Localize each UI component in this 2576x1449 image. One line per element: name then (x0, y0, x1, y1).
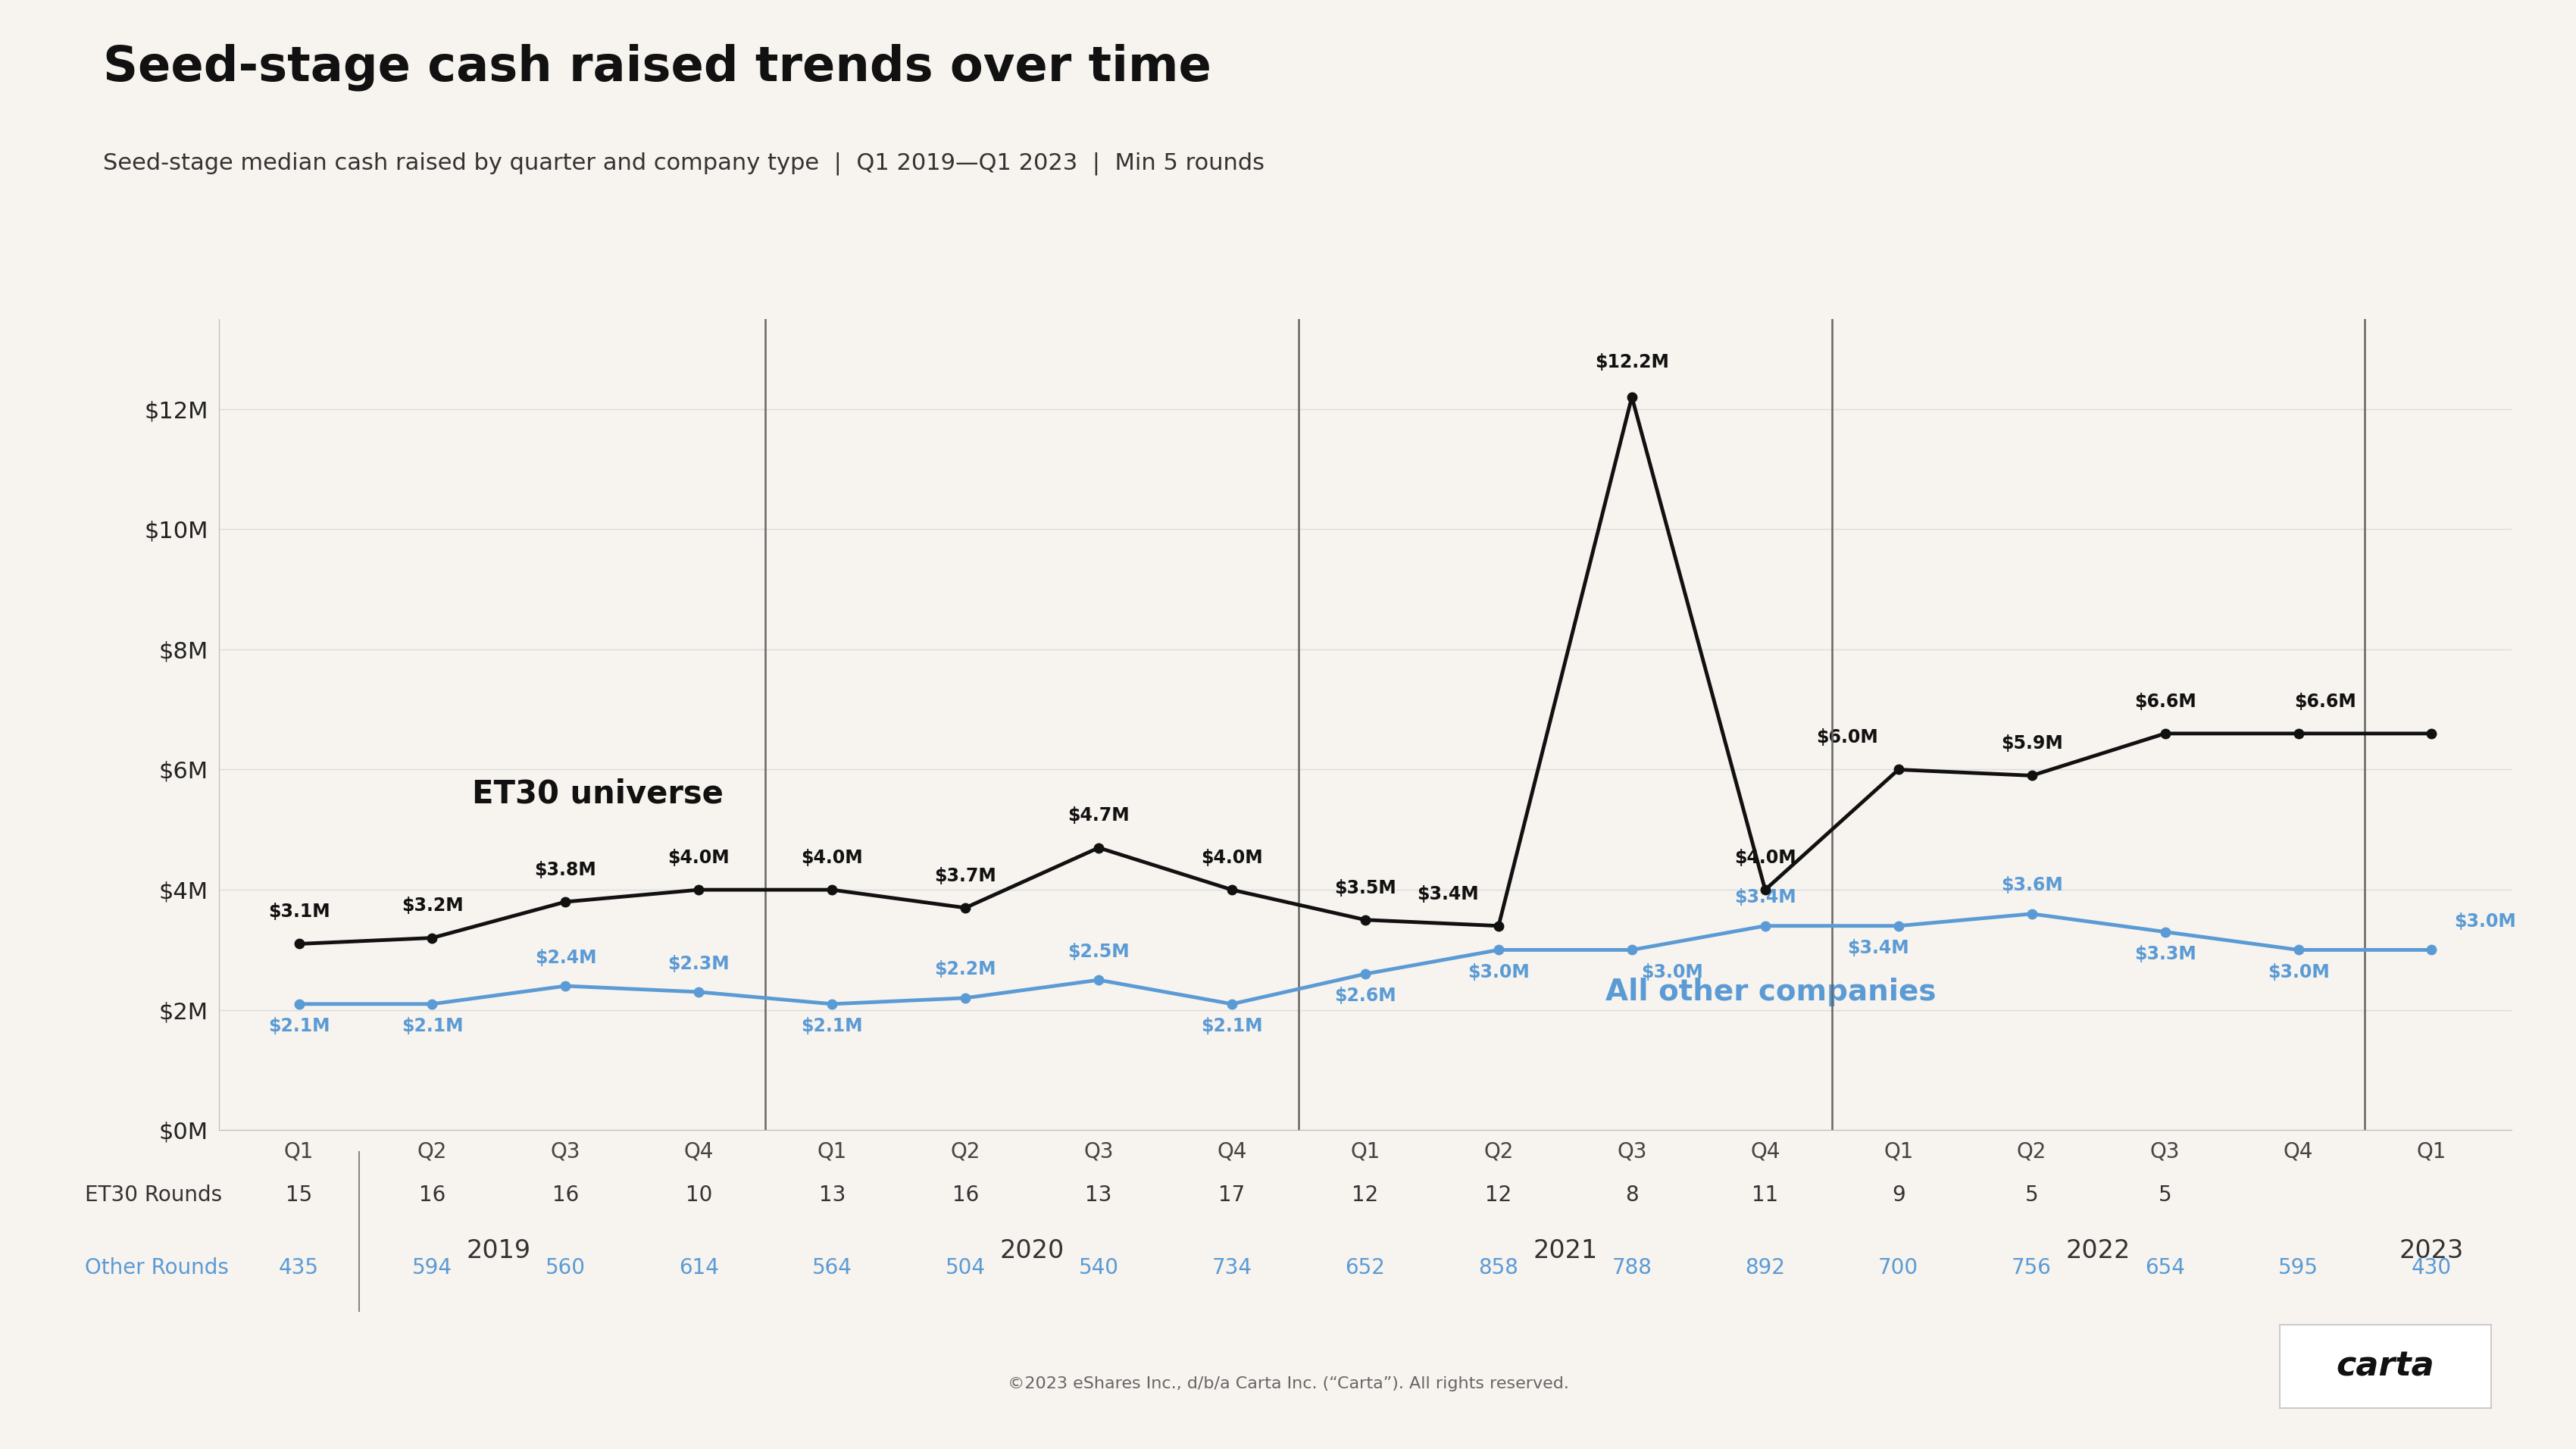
Text: $3.5M: $3.5M (1334, 878, 1396, 897)
Text: 16: 16 (953, 1185, 979, 1206)
Text: 2023: 2023 (2398, 1239, 2463, 1264)
Text: 12: 12 (1486, 1185, 1512, 1206)
Text: 17: 17 (1218, 1185, 1244, 1206)
Text: $4.0M: $4.0M (1734, 849, 1795, 867)
Text: $4.0M: $4.0M (667, 849, 729, 867)
Text: Other Rounds: Other Rounds (85, 1258, 229, 1278)
Text: 10: 10 (685, 1185, 711, 1206)
Text: 430: 430 (2411, 1258, 2452, 1278)
Text: $2.4M: $2.4M (536, 949, 598, 966)
Text: $3.7M: $3.7M (935, 867, 997, 885)
Text: $3.3M: $3.3M (2133, 945, 2195, 964)
Text: $2.6M: $2.6M (1334, 987, 1396, 1006)
Text: 734: 734 (1211, 1258, 1252, 1278)
Text: $2.1M: $2.1M (1200, 1017, 1262, 1035)
Text: $3.0M: $3.0M (2455, 913, 2517, 930)
Text: $2.2M: $2.2M (935, 961, 997, 978)
Text: $2.1M: $2.1M (268, 1017, 330, 1035)
Text: $3.4M: $3.4M (1734, 888, 1795, 907)
Text: 2022: 2022 (2066, 1239, 2130, 1264)
Text: 594: 594 (412, 1258, 453, 1278)
Text: $4.7M: $4.7M (1069, 807, 1131, 824)
Text: $2.1M: $2.1M (402, 1017, 464, 1035)
Text: 540: 540 (1079, 1258, 1118, 1278)
Text: 858: 858 (1479, 1258, 1520, 1278)
Text: 9: 9 (1891, 1185, 1906, 1206)
Text: 16: 16 (420, 1185, 446, 1206)
Text: 652: 652 (1345, 1258, 1386, 1278)
Text: $3.6M: $3.6M (2002, 877, 2063, 894)
Text: $4.0M: $4.0M (801, 849, 863, 867)
Text: 654: 654 (2146, 1258, 2184, 1278)
Text: 756: 756 (2012, 1258, 2050, 1278)
Text: $6.6M: $6.6M (2295, 693, 2357, 710)
Text: Seed-stage cash raised trends over time: Seed-stage cash raised trends over time (103, 43, 1211, 91)
Text: 788: 788 (1613, 1258, 1651, 1278)
Text: 614: 614 (680, 1258, 719, 1278)
Text: 5: 5 (2025, 1185, 2038, 1206)
Text: 595: 595 (2277, 1258, 2318, 1278)
Text: ET30 Rounds: ET30 Rounds (85, 1185, 222, 1206)
Text: $3.4M: $3.4M (1847, 939, 1909, 958)
Text: 5: 5 (2159, 1185, 2172, 1206)
Text: All other companies: All other companies (1605, 978, 1937, 1007)
Text: 435: 435 (278, 1258, 319, 1278)
Text: $3.0M: $3.0M (2267, 964, 2329, 981)
Text: $2.3M: $2.3M (667, 955, 729, 972)
Text: Seed-stage median cash raised by quarter and company type  |  Q1 2019—Q1 2023  |: Seed-stage median cash raised by quarter… (103, 152, 1265, 175)
Text: 700: 700 (1878, 1258, 1919, 1278)
Text: 8: 8 (1625, 1185, 1638, 1206)
Text: $3.0M: $3.0M (1641, 964, 1703, 981)
Text: $2.1M: $2.1M (801, 1017, 863, 1035)
Text: 13: 13 (819, 1185, 845, 1206)
Text: 892: 892 (1744, 1258, 1785, 1278)
Text: $2.5M: $2.5M (1069, 942, 1131, 961)
Text: 12: 12 (1352, 1185, 1378, 1206)
Text: $5.9M: $5.9M (2002, 735, 2063, 752)
Text: $3.8M: $3.8M (536, 861, 598, 880)
Text: 560: 560 (546, 1258, 585, 1278)
Text: 15: 15 (286, 1185, 312, 1206)
Text: $3.4M: $3.4M (1417, 885, 1479, 903)
Text: $4.0M: $4.0M (1200, 849, 1262, 867)
Text: $3.0M: $3.0M (1468, 964, 1530, 981)
Text: 564: 564 (811, 1258, 853, 1278)
Text: $6.6M: $6.6M (2133, 693, 2195, 710)
Text: ET30 universe: ET30 universe (471, 778, 724, 810)
Text: 504: 504 (945, 1258, 987, 1278)
Text: ©2023 eShares Inc., d/b/a Carta Inc. (“Carta”). All rights reserved.: ©2023 eShares Inc., d/b/a Carta Inc. (“C… (1007, 1377, 1569, 1391)
Text: 16: 16 (551, 1185, 580, 1206)
Text: $3.2M: $3.2M (402, 897, 464, 914)
Text: carta: carta (2336, 1350, 2434, 1382)
Text: 2021: 2021 (1533, 1239, 1597, 1264)
Text: 13: 13 (1084, 1185, 1113, 1206)
Text: 2019: 2019 (466, 1239, 531, 1264)
Text: 11: 11 (1752, 1185, 1777, 1206)
Text: $12.2M: $12.2M (1595, 354, 1669, 372)
Text: $3.1M: $3.1M (268, 903, 330, 922)
Text: $6.0M: $6.0M (1816, 729, 1878, 746)
Text: 2020: 2020 (999, 1239, 1064, 1264)
